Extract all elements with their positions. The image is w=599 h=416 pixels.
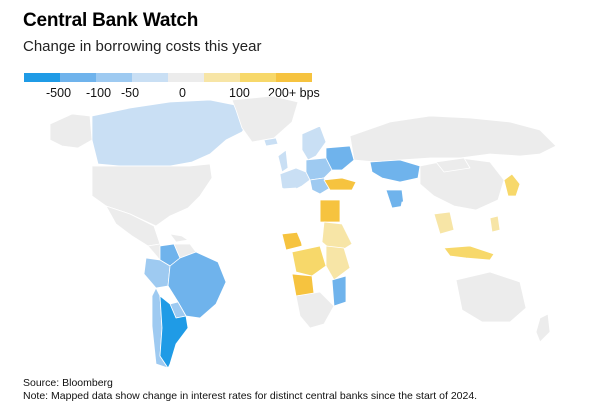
methodology-note: Note: Mapped data show change in interes… <box>23 390 478 402</box>
legend-swatch-5 <box>204 73 240 82</box>
region-philippines <box>489 215 501 233</box>
region-iceland <box>263 137 279 147</box>
region-greenland <box>231 96 299 143</box>
region-kazakhstan <box>369 159 421 183</box>
region-india <box>399 199 431 237</box>
region-indonesia <box>443 245 495 261</box>
region-mozambique <box>331 275 347 307</box>
region-west-africa <box>247 219 293 251</box>
chart-subtitle: Change in borrowing costs this year <box>23 38 262 55</box>
region-nigeria <box>281 231 303 251</box>
region-egypt <box>319 199 341 223</box>
region-korea-japan <box>503 173 521 197</box>
region-australia <box>455 271 527 323</box>
legend-label-200-plus: 200+ bps <box>268 86 320 100</box>
legend-swatch-6 <box>240 73 276 82</box>
chart-title: Central Bank Watch <box>23 10 199 31</box>
region-argentina <box>159 295 189 369</box>
region-alaska <box>49 113 93 149</box>
legend-swatch-2 <box>96 73 132 82</box>
region-east-africa <box>325 245 351 281</box>
legend-label-100: 100 <box>229 86 250 100</box>
region-southern-africa <box>295 291 335 329</box>
region-uk <box>277 149 289 173</box>
legend-swatch-4 <box>168 73 204 82</box>
legend-label-minus-50: -50 <box>121 86 140 100</box>
region-usa <box>91 163 213 227</box>
legend-label-minus-500: -500 <box>46 86 72 100</box>
region-algeria-maghreb <box>263 187 305 225</box>
region-mongolia <box>435 157 471 173</box>
legend-color-scale <box>24 73 312 82</box>
region-russia <box>349 115 557 163</box>
region-central-africa <box>291 245 327 277</box>
legend-swatch-7 <box>276 73 312 82</box>
world-map <box>49 96 557 369</box>
source-note: Source: Bloomberg <box>23 377 113 389</box>
region-scandinavia <box>301 125 327 161</box>
region-caribbean <box>169 233 189 243</box>
region-new-zealand <box>535 313 551 343</box>
legend-swatch-1 <box>60 73 96 82</box>
region-china <box>419 157 505 211</box>
region-madagascar <box>347 289 357 311</box>
legend-label-zero: 0 <box>179 86 186 100</box>
legend-label-minus-100: -100 <box>86 86 112 100</box>
legend-swatch-0 <box>24 73 60 82</box>
region-eastern-europe <box>325 145 355 171</box>
region-turkey <box>323 177 357 191</box>
legend-labels: -500 -100 -50 0 100 200+ bps <box>0 86 599 102</box>
region-angola <box>291 273 315 297</box>
region-iran <box>359 185 393 207</box>
region-southeast-asia <box>433 211 455 235</box>
legend-swatch-3 <box>132 73 168 82</box>
region-canada <box>91 99 253 167</box>
region-saudi-arabia <box>341 199 377 237</box>
